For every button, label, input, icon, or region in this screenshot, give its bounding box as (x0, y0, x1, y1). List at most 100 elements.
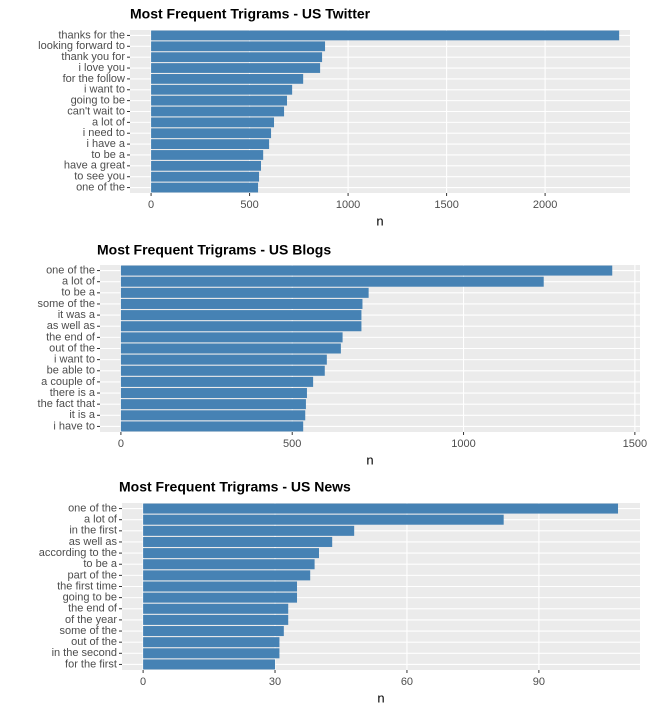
y-tick-label: i have to (53, 420, 95, 432)
x-tick-label: 500 (283, 438, 301, 450)
y-tick-label: i want to (84, 84, 125, 96)
bar (120, 421, 304, 432)
x-tick-label: 1500 (434, 199, 458, 211)
y-tick-label: in the first (69, 525, 117, 537)
bar (151, 117, 275, 128)
bar (120, 365, 325, 376)
bar (151, 95, 288, 106)
y-tick-label: going to be (71, 95, 125, 107)
y-tick-label: one of the (76, 181, 125, 193)
bar (151, 63, 321, 73)
bar (120, 276, 544, 287)
bar (120, 332, 343, 343)
x-tick-label: 1500 (623, 438, 647, 450)
bar (151, 30, 620, 41)
x-tick-label: 1000 (451, 438, 475, 450)
bar (151, 106, 285, 117)
x-tick-label: 2000 (533, 199, 557, 211)
y-tick-label: it is a (69, 409, 96, 421)
y-tick-label: for the first (65, 658, 117, 670)
y-tick-label: the end of (68, 603, 118, 615)
x-tick-label: 90 (533, 676, 545, 688)
bar (151, 139, 270, 149)
y-tick-label: some of the (38, 298, 95, 310)
bar (120, 310, 362, 321)
y-tick-label: the first time (57, 580, 117, 592)
bar (151, 52, 323, 63)
bar (151, 171, 260, 182)
y-tick-label: some of the (60, 625, 117, 637)
bar (143, 525, 355, 536)
bar (143, 648, 280, 659)
y-tick-label: i want to (54, 354, 95, 366)
bar (120, 298, 363, 309)
bar (120, 376, 314, 387)
y-tick-label: i love you (79, 62, 125, 74)
x-axis-title: n (366, 452, 373, 467)
chart-title: Most Frequent Trigrams - US News (119, 479, 351, 495)
chart-title: Most Frequent Trigrams - US Blogs (97, 242, 331, 258)
bar (151, 41, 326, 52)
y-tick-label: according to the (39, 547, 117, 559)
bar (143, 614, 289, 625)
y-tick-label: the end of (46, 331, 96, 343)
y-tick-label: can't wait to (67, 105, 125, 117)
bar (143, 559, 315, 570)
y-tick-label: to be a (61, 287, 96, 299)
y-tick-label: thanks for the (58, 29, 125, 41)
bar (143, 637, 280, 648)
x-tick-label: 60 (401, 676, 413, 688)
bar (120, 410, 306, 421)
bar (143, 592, 298, 603)
bar (151, 150, 264, 160)
y-tick-label: a lot of (62, 276, 96, 288)
bar (120, 343, 341, 354)
chart-title: Most Frequent Trigrams - US Twitter (130, 6, 371, 22)
x-axis-title: n (377, 690, 384, 705)
y-tick-label: going to be (63, 592, 117, 604)
y-tick-label: as well as (69, 536, 118, 548)
y-tick-label: i have a (86, 138, 125, 150)
bar (143, 503, 619, 514)
y-tick-label: i need to (83, 127, 125, 139)
y-tick-label: one of the (68, 502, 117, 514)
x-axis-title: n (376, 213, 383, 228)
bar (151, 182, 259, 193)
bar (143, 514, 504, 525)
bar (120, 399, 306, 410)
y-tick-label: out of the (49, 342, 95, 354)
y-tick-label: to see you (74, 171, 125, 183)
x-tick-label: 0 (148, 199, 154, 211)
y-tick-label: out of the (71, 636, 117, 648)
y-tick-label: there is a (50, 387, 96, 399)
bar (143, 570, 311, 581)
y-tick-label: have a great (64, 160, 125, 172)
bar (120, 388, 307, 399)
x-tick-label: 500 (240, 199, 258, 211)
x-tick-label: 1000 (336, 199, 360, 211)
y-tick-label: as well as (47, 320, 96, 332)
bar (143, 659, 276, 670)
bar (120, 265, 613, 276)
bar (120, 287, 369, 298)
y-tick-label: in the second (52, 647, 117, 659)
y-tick-label: a couple of (41, 376, 96, 388)
bar (143, 626, 284, 637)
y-tick-label: one of the (46, 264, 95, 276)
bar (151, 74, 304, 84)
bar (143, 536, 333, 547)
y-tick-label: looking forward to (38, 40, 125, 52)
y-tick-label: thank you for (61, 51, 125, 63)
x-tick-label: 30 (269, 676, 281, 688)
bar (120, 354, 327, 365)
bar (151, 160, 262, 171)
bar (120, 321, 362, 332)
bar (143, 581, 298, 592)
y-tick-label: to be a (91, 149, 126, 161)
y-tick-label: the fact that (38, 398, 95, 410)
y-tick-label: it was a (58, 309, 96, 321)
y-tick-label: a lot of (84, 514, 118, 526)
bar (143, 603, 289, 614)
bar (143, 548, 319, 559)
y-tick-label: for the follow (63, 73, 125, 85)
